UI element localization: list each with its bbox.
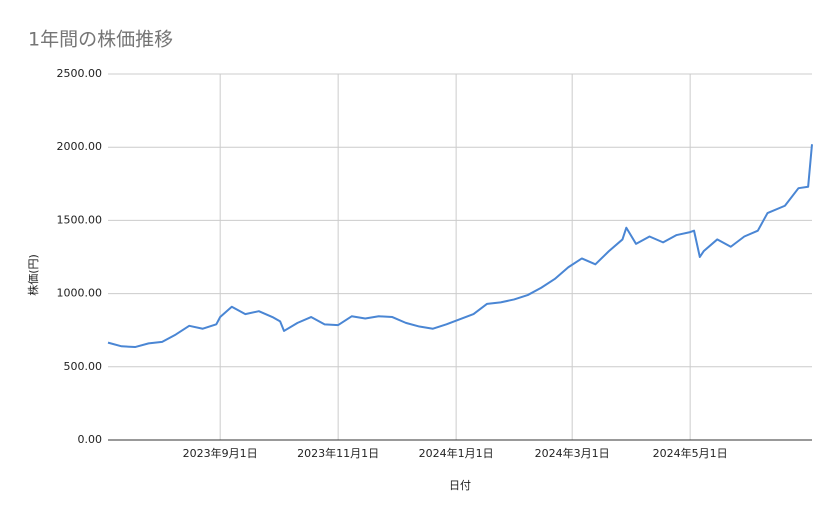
x-axis-title: 日付 bbox=[449, 479, 471, 492]
price-line bbox=[107, 144, 813, 349]
x-tick-label: 2024年3月1日 bbox=[535, 446, 610, 460]
y-tick-label: 1000.00 bbox=[57, 287, 103, 300]
y-tick-label: 500.00 bbox=[64, 360, 103, 373]
x-tick-label: 2023年11月1日 bbox=[297, 446, 379, 460]
x-tick-label: 2023年9月1日 bbox=[183, 446, 258, 460]
x-tick-label: 2024年1月1日 bbox=[419, 446, 494, 460]
chart-title: 1年間の株価推移 bbox=[28, 29, 173, 51]
y-tick-label: 2000.00 bbox=[57, 140, 103, 153]
y-axis-title: 株価(円) bbox=[26, 254, 40, 296]
y-tick-label: 1500.00 bbox=[57, 213, 103, 226]
y-tick-label: 0.00 bbox=[78, 433, 103, 446]
x-tick-label: 2024年5月1日 bbox=[653, 446, 728, 460]
y-tick-label: 2500.00 bbox=[57, 67, 103, 80]
